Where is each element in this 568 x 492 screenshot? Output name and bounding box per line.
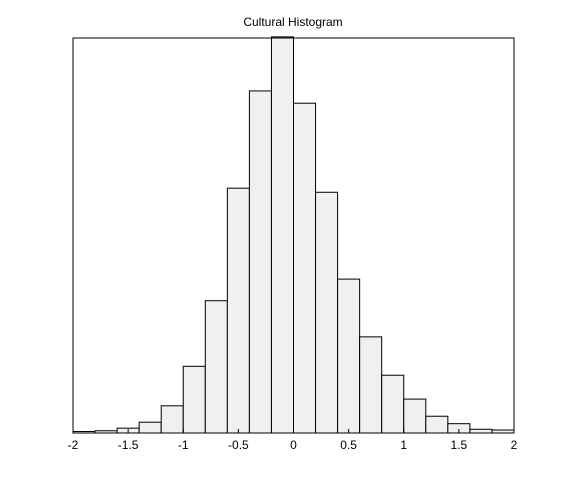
histogram-bar-16: [403, 398, 427, 434]
histogram-bar-14: [359, 336, 383, 434]
histogram-bar-19: [469, 428, 493, 434]
histogram-bar-10: [270, 36, 295, 434]
x-tick-label-9: 2: [511, 438, 518, 452]
histogram-bar-11: [293, 102, 317, 434]
x-tick-label-8: 1.5: [451, 438, 468, 452]
x-tick-label-2: -1.5: [118, 438, 139, 452]
histogram-bar-17: [425, 415, 449, 434]
histogram-bar-9: [248, 90, 272, 434]
histogram-bar-5: [160, 405, 184, 434]
x-tick-label-6: 0.5: [340, 438, 357, 452]
histogram-bar-12: [315, 191, 339, 434]
histogram-bar-15: [381, 374, 405, 434]
x-axis-ticks: -2 -1.5 -1 -0.5 0 0.5 1 1.5 2: [68, 429, 518, 452]
histogram-bar-13: [337, 278, 361, 434]
histogram-bar-7: [204, 300, 228, 434]
histogram-bar-8: [226, 187, 250, 434]
x-tick-label-7: 1: [400, 438, 407, 452]
histogram-bar-6: [182, 365, 206, 434]
x-tick-label-4: -0.5: [228, 438, 249, 452]
x-tick-label-1: -2: [68, 438, 79, 452]
bars-group: [72, 36, 515, 434]
chart-title: Cultural Histogram: [243, 15, 342, 29]
histogram-bar-4: [138, 421, 162, 434]
x-tick-label-5: 0: [290, 438, 297, 452]
x-tick-label-3: -1: [178, 438, 189, 452]
